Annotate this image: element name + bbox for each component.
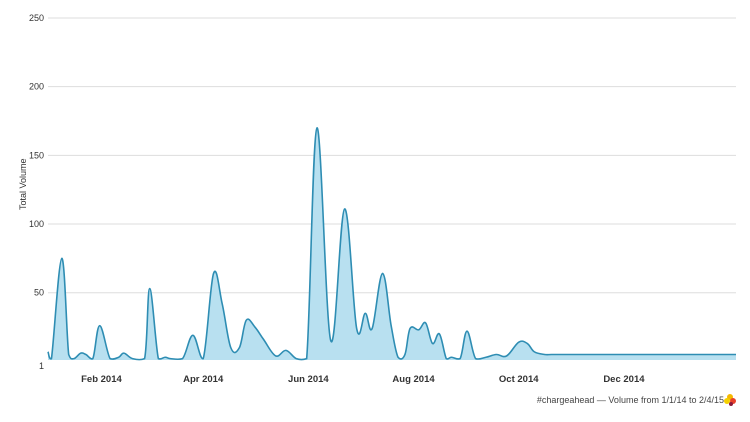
logo-dot-2 [724,398,730,404]
y-tick-label: 100 [29,219,44,229]
y-axis-title: Total Volume [18,158,28,210]
x-tick-label: Oct 2014 [499,374,539,385]
series-line [47,127,736,361]
chart-caption: #chargeahead — Volume from 1/1/14 to 2/4… [536,395,724,405]
x-tick-label: Feb 2014 [81,374,122,385]
logo-icon [724,394,736,406]
logo-dot-4 [729,402,733,406]
y-tick-label: 50 [34,288,44,298]
y-tick-label: 150 [29,150,44,160]
y-tick-label: 200 [29,82,44,92]
y-tick-label: 1 [39,361,44,371]
x-tick-label: Aug 2014 [392,374,435,385]
y-tick-label: 250 [29,13,44,23]
x-tick-label: Jun 2014 [288,374,329,385]
series-area [48,127,736,360]
x-tick-label: Dec 2014 [603,374,645,385]
x-tick-label: Apr 2014 [183,374,224,385]
